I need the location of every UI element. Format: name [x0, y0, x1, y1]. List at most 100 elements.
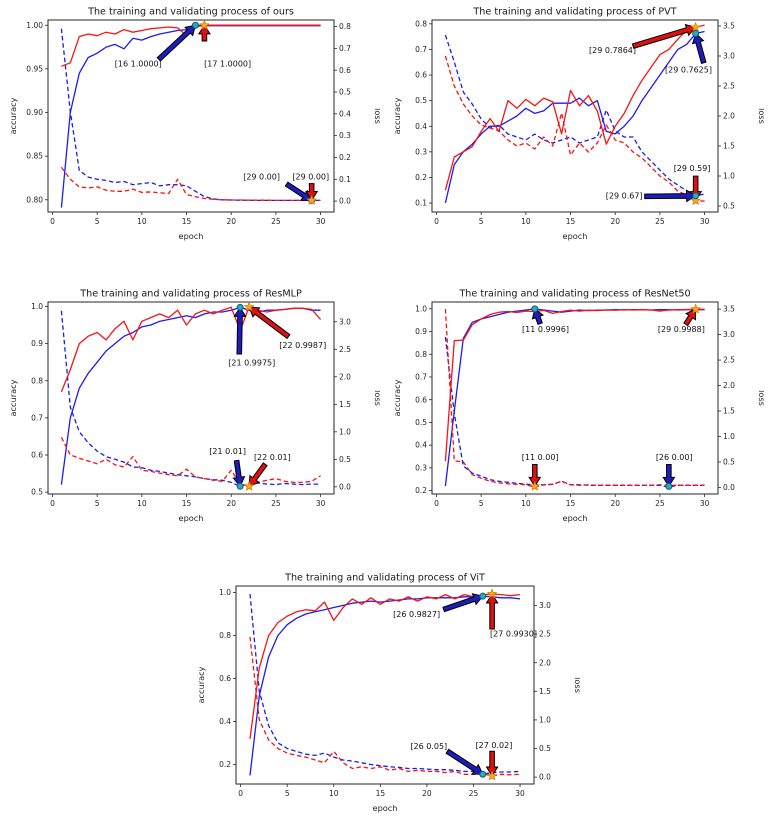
svg-text:[29 0.00]: [29 0.00]	[292, 172, 329, 181]
svg-text:0.9: 0.9	[31, 339, 43, 348]
svg-text:0.2: 0.2	[339, 153, 351, 162]
svg-text:loss: loss	[757, 390, 764, 406]
svg-text:0.6: 0.6	[219, 674, 231, 683]
svg-text:25: 25	[271, 217, 281, 226]
svg-text:10: 10	[137, 499, 147, 508]
svg-text:0: 0	[434, 499, 439, 508]
svg-text:20: 20	[610, 499, 620, 508]
svg-text:2.5: 2.5	[723, 82, 735, 91]
svg-text:0.2: 0.2	[219, 760, 231, 769]
svg-text:0.5: 0.5	[339, 88, 351, 97]
svg-text:0.1: 0.1	[415, 199, 427, 208]
svg-text:0.85: 0.85	[26, 152, 43, 161]
svg-text:The training and validating pr: The training and validating process of R…	[458, 289, 690, 300]
svg-text:15: 15	[566, 217, 576, 226]
svg-text:25: 25	[655, 499, 665, 508]
svg-text:1.0: 1.0	[723, 172, 735, 181]
svg-text:0: 0	[50, 499, 55, 508]
svg-text:0.7: 0.7	[339, 44, 351, 53]
svg-text:3.5: 3.5	[723, 305, 735, 314]
svg-text:[22 0.9987]: [22 0.9987]	[279, 341, 326, 350]
chart-ours-plot: 0 5 10 15 20 25 30 1.00 0.95 0.90 0.85 0.80 0.8 0.7 0.…	[8, 7, 380, 242]
svg-text:loss: loss	[373, 108, 380, 124]
svg-text:0.7: 0.7	[415, 45, 427, 54]
svg-text:25: 25	[271, 499, 281, 508]
svg-text:accuracy: accuracy	[8, 97, 18, 134]
svg-text:0.5: 0.5	[539, 744, 551, 753]
svg-text:loss: loss	[373, 390, 380, 406]
svg-text:0.8: 0.8	[339, 22, 351, 31]
svg-text:The training and validating pr: The training and validating process of P…	[472, 7, 676, 18]
svg-text:3.0: 3.0	[339, 317, 351, 326]
svg-text:5: 5	[479, 217, 484, 226]
svg-text:0.1: 0.1	[339, 175, 351, 184]
svg-text:0.4: 0.4	[339, 109, 351, 118]
svg-text:10: 10	[521, 217, 531, 226]
svg-text:1.00: 1.00	[26, 21, 43, 30]
svg-text:20: 20	[610, 217, 620, 226]
svg-text:[29 0.00]: [29 0.00]	[243, 172, 280, 181]
svg-text:0.3: 0.3	[339, 131, 351, 140]
svg-text:0.4: 0.4	[415, 122, 427, 131]
svg-text:1.0: 1.0	[723, 432, 735, 441]
svg-text:0.7: 0.7	[31, 413, 43, 422]
svg-text:10: 10	[329, 789, 339, 798]
svg-text:10: 10	[137, 217, 147, 226]
svg-text:20: 20	[226, 217, 236, 226]
svg-text:0: 0	[238, 789, 243, 798]
chart-resmlp-plot: 0 5 10 15 20 25 30 1.0 0.9 0.8 0.7 0.6 0.5 3.0 2.5 2.0 1…	[8, 289, 380, 524]
svg-text:30: 30	[700, 217, 710, 226]
svg-text:0.6: 0.6	[339, 66, 351, 75]
svg-text:accuracy: accuracy	[392, 379, 402, 416]
svg-text:5: 5	[95, 217, 100, 226]
svg-text:loss: loss	[757, 108, 764, 124]
svg-text:0.3: 0.3	[415, 463, 427, 472]
svg-text:0.8: 0.8	[415, 350, 427, 359]
svg-text:0.3: 0.3	[415, 147, 427, 156]
svg-text:2.5: 2.5	[723, 356, 735, 365]
svg-text:25: 25	[655, 217, 665, 226]
svg-text:The training and validating pr: The training and validating process of R…	[79, 289, 302, 300]
svg-text:1.0: 1.0	[415, 304, 427, 313]
svg-text:5: 5	[479, 499, 484, 508]
svg-text:0.6: 0.6	[31, 451, 43, 460]
svg-text:3.0: 3.0	[539, 601, 551, 610]
svg-text:2.0: 2.0	[723, 381, 735, 390]
svg-text:epoch: epoch	[373, 803, 398, 813]
svg-text:[17 1.0000]: [17 1.0000]	[204, 59, 251, 68]
svg-text:1.0: 1.0	[539, 716, 551, 725]
svg-text:[26 0.05]: [26 0.05]	[410, 742, 447, 751]
svg-text:[21 0.01]: [21 0.01]	[209, 447, 246, 456]
svg-text:0.95: 0.95	[26, 64, 43, 73]
svg-text:0.6: 0.6	[415, 71, 427, 80]
svg-text:accuracy: accuracy	[8, 379, 18, 416]
chart-vit-plot: 0 5 10 15 20 25 30 1.0 0.8 0.6 0.4 0.2 3.0 2.5 2.0 1.5 1…	[196, 573, 580, 814]
svg-text:The training and validating pr: The training and validating process of V…	[284, 573, 485, 584]
svg-text:accuracy: accuracy	[196, 666, 206, 703]
svg-text:30: 30	[316, 217, 326, 226]
svg-text:2.5: 2.5	[339, 345, 351, 354]
svg-text:0.80: 0.80	[26, 195, 43, 204]
svg-text:2.5: 2.5	[539, 630, 551, 639]
svg-text:0.5: 0.5	[723, 202, 735, 211]
svg-text:5: 5	[95, 499, 100, 508]
svg-text:0.0: 0.0	[339, 197, 351, 206]
svg-text:[22 0.01]: [22 0.01]	[254, 453, 291, 462]
svg-text:20: 20	[226, 499, 236, 508]
svg-text:0.8: 0.8	[415, 19, 427, 28]
svg-text:[26 0.00]: [26 0.00]	[656, 453, 693, 462]
svg-text:[27 0.02]: [27 0.02]	[476, 741, 513, 750]
svg-text:0.4: 0.4	[219, 717, 231, 726]
svg-text:30: 30	[515, 789, 525, 798]
svg-text:0.0: 0.0	[339, 482, 351, 491]
svg-text:1.0: 1.0	[339, 427, 351, 436]
svg-text:0.7: 0.7	[415, 373, 427, 382]
svg-text:0.5: 0.5	[415, 96, 427, 105]
chart-pvt: 0 5 10 15 20 25 30 0.8 0.7 0.6 0.5 0.4 0.3 0.2 0.1 3.5 3…	[390, 4, 764, 244]
svg-text:0.0: 0.0	[723, 483, 735, 492]
svg-text:1.5: 1.5	[539, 687, 551, 696]
svg-text:[29 0.59]: [29 0.59]	[674, 164, 711, 173]
svg-text:2.0: 2.0	[539, 658, 551, 667]
chart-resnet50: 0 5 10 15 20 25 30 1.0 0.9 0.8 0.7 0.6 0.5 0.4 0.3 0.2 3…	[390, 286, 764, 526]
